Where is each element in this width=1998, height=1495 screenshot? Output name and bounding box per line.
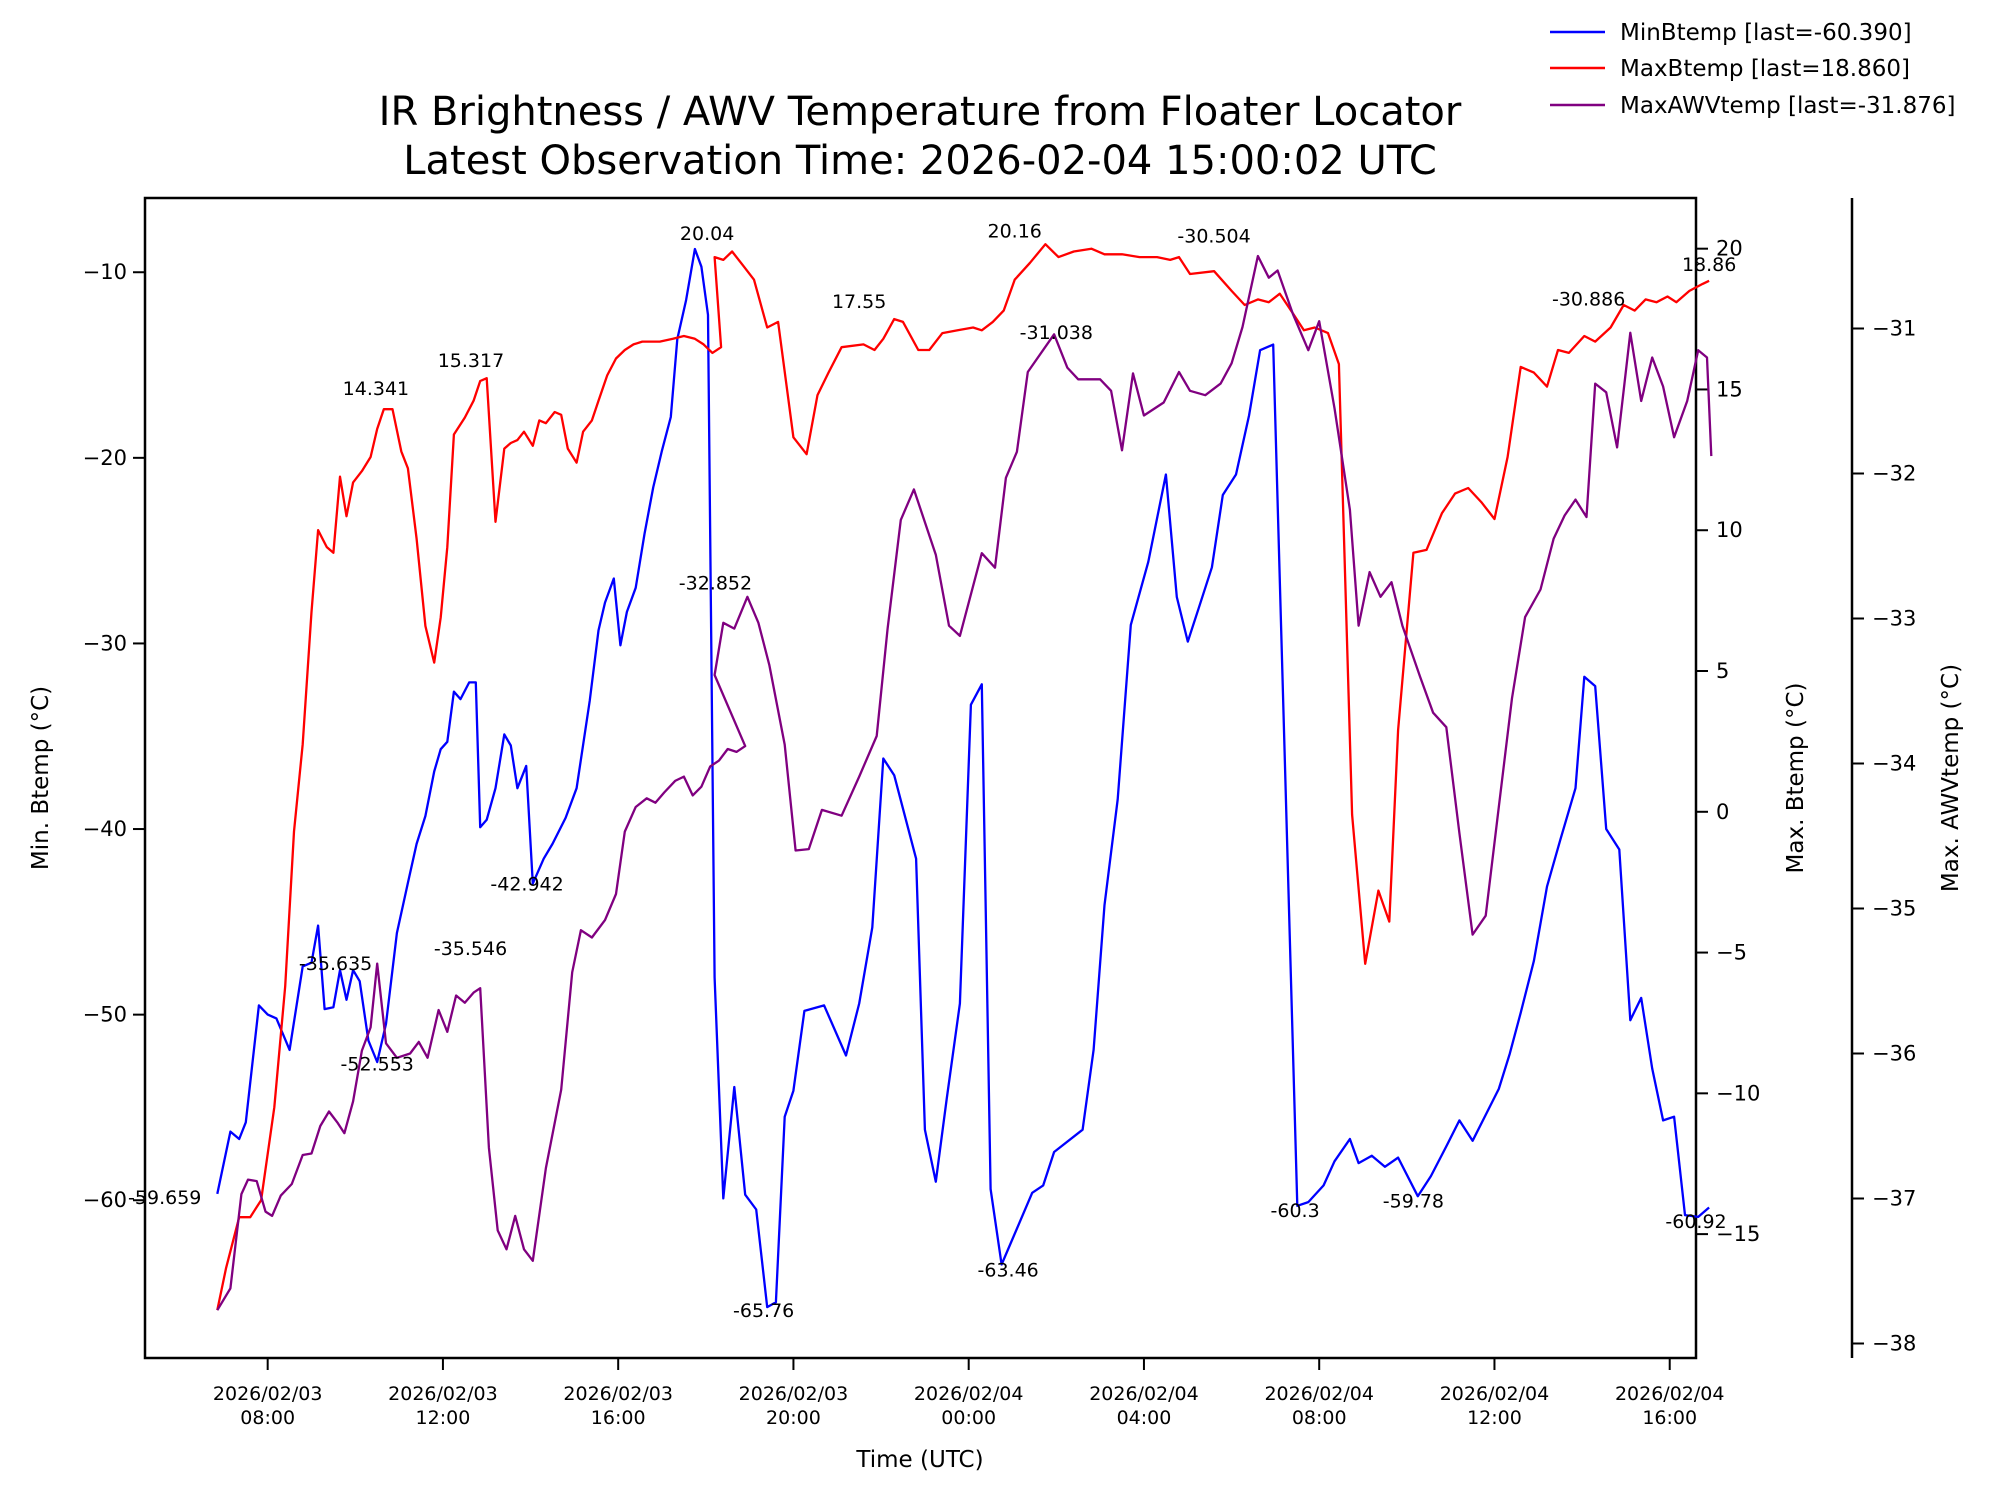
x-tick-label-time: 04:00 (1117, 1407, 1172, 1429)
data-annotation: -59.78 (1383, 1191, 1444, 1213)
series-line-maxbtemp (216, 243, 1710, 1311)
right2-tick-label: −31 (1872, 317, 1916, 341)
data-annotation: 14.341 (343, 378, 409, 400)
data-annotation: -30.504 (1177, 226, 1250, 248)
right1-tick-label: 0 (1716, 800, 1729, 824)
right2-axis-label: Max. AWVtemp (°C) (1938, 664, 1964, 892)
x-tick-label-time: 16:00 (1642, 1407, 1697, 1429)
data-annotation: -59.659 (128, 1187, 201, 1209)
legend: MinBtemp [last=-60.390] MaxBtemp [last=1… (1550, 20, 1955, 119)
right2-axis-ticks: −38 −37 −36 −35 −34 −33 −32 −31 (1852, 317, 1916, 1356)
right2-tick-label: −33 (1872, 607, 1916, 631)
data-annotation: -32.852 (679, 573, 752, 595)
data-annotation: -63.46 (978, 1259, 1039, 1281)
series-lines (216, 243, 1713, 1311)
series-line-maxawvtemp (216, 254, 1713, 1311)
data-annotation: -35.546 (434, 938, 507, 960)
x-tick-label-time: 20:00 (766, 1407, 821, 1429)
x-tick-label-time: 08:00 (1292, 1407, 1347, 1429)
x-axis-label: Time (UTC) (855, 1447, 983, 1473)
right2-tick-label: −35 (1872, 897, 1916, 921)
x-tick-label-time: 00:00 (941, 1407, 996, 1429)
x-tick-label-date: 2026/02/04 (1440, 1383, 1550, 1405)
data-annotation: 15.317 (438, 350, 504, 372)
data-annotation: -52.553 (341, 1053, 414, 1075)
right2-tick-label: −32 (1872, 462, 1916, 486)
x-tick-label-date: 2026/02/04 (1089, 1383, 1199, 1405)
data-annotations: -59.659 -35.635 -52.553 -42.942 -35.546 14.34… (128, 220, 1736, 1322)
left-axis-ticks: −60 −50 −40 −30 −20 −10 (83, 260, 145, 1212)
x-tick-label-time: 08:00 (240, 1407, 295, 1429)
right1-tick-label: 10 (1716, 518, 1743, 542)
right2-tick-label: −37 (1872, 1187, 1916, 1211)
x-tick-label-date: 2026/02/04 (1264, 1383, 1374, 1405)
right2-tick-label: −38 (1872, 1332, 1916, 1356)
left-tick-label: −10 (83, 260, 127, 284)
right1-tick-label: 20 (1716, 237, 1743, 261)
left-tick-label: −40 (83, 817, 127, 841)
data-annotation: -42.942 (490, 873, 563, 895)
x-tick-label-date: 2026/02/04 (914, 1383, 1024, 1405)
x-tick-label-time: 12:00 (1467, 1407, 1522, 1429)
right2-tick-label: −36 (1872, 1042, 1916, 1066)
legend-label-maxbtemp: MaxBtemp [last=18.860] (1620, 56, 1910, 82)
data-annotation: 20.04 (680, 223, 734, 245)
data-annotation: -60.92 (1665, 1211, 1726, 1233)
x-axis-ticks: 2026/02/0308:002026/02/0312:002026/02/03… (213, 1358, 1725, 1429)
x-tick-label-date: 2026/02/03 (213, 1383, 323, 1405)
x-tick-label-date: 2026/02/03 (388, 1383, 498, 1405)
right1-tick-label: −10 (1716, 1081, 1760, 1105)
chart-title-line2: Latest Observation Time: 2026-02-04 15:0… (403, 138, 1437, 184)
data-annotation: -30.886 (1552, 289, 1625, 311)
data-annotation: -35.635 (299, 953, 372, 975)
right1-tick-label: 5 (1716, 659, 1729, 683)
x-tick-label-date: 2026/02/03 (563, 1383, 673, 1405)
right2-tick-label: −34 (1872, 752, 1916, 776)
data-annotation: -65.76 (733, 1300, 794, 1322)
right1-tick-label: −5 (1716, 941, 1747, 965)
left-tick-label: −50 (83, 1003, 127, 1027)
left-tick-label: −60 (83, 1188, 127, 1212)
x-tick-label-time: 12:00 (416, 1407, 471, 1429)
left-tick-label: −30 (83, 631, 127, 655)
left-tick-label: −20 (83, 446, 127, 470)
right1-axis-label: Max. Btemp (°C) (1783, 683, 1809, 874)
data-annotation: 18.86 (1682, 254, 1736, 276)
x-tick-label-date: 2026/02/04 (1615, 1383, 1725, 1405)
data-annotation: -31.038 (1020, 322, 1093, 344)
x-tick-label-time: 16:00 (591, 1407, 646, 1429)
right1-axis-ticks: −15 −10 −5 0 5 10 15 20 (1696, 237, 1760, 1246)
x-tick-label-date: 2026/02/03 (739, 1383, 849, 1405)
left-axis-label: Min. Btemp (°C) (28, 686, 54, 870)
data-annotation: 17.55 (832, 291, 886, 313)
right1-tick-label: −15 (1716, 1222, 1760, 1246)
plot-frame (143, 196, 1698, 1360)
data-annotation: -60.3 (1271, 1200, 1320, 1222)
legend-label-minbtemp: MinBtemp [last=-60.390] (1620, 20, 1912, 46)
data-annotation: 20.16 (987, 220, 1041, 242)
legend-label-maxawvtemp: MaxAWVtemp [last=-31.876] (1620, 93, 1955, 119)
right1-tick-label: 15 (1716, 377, 1743, 401)
chart-title-line1: IR Brightness / AWV Temperature from Flo… (379, 89, 1462, 135)
series-line-minbtemp (216, 247, 1710, 1309)
